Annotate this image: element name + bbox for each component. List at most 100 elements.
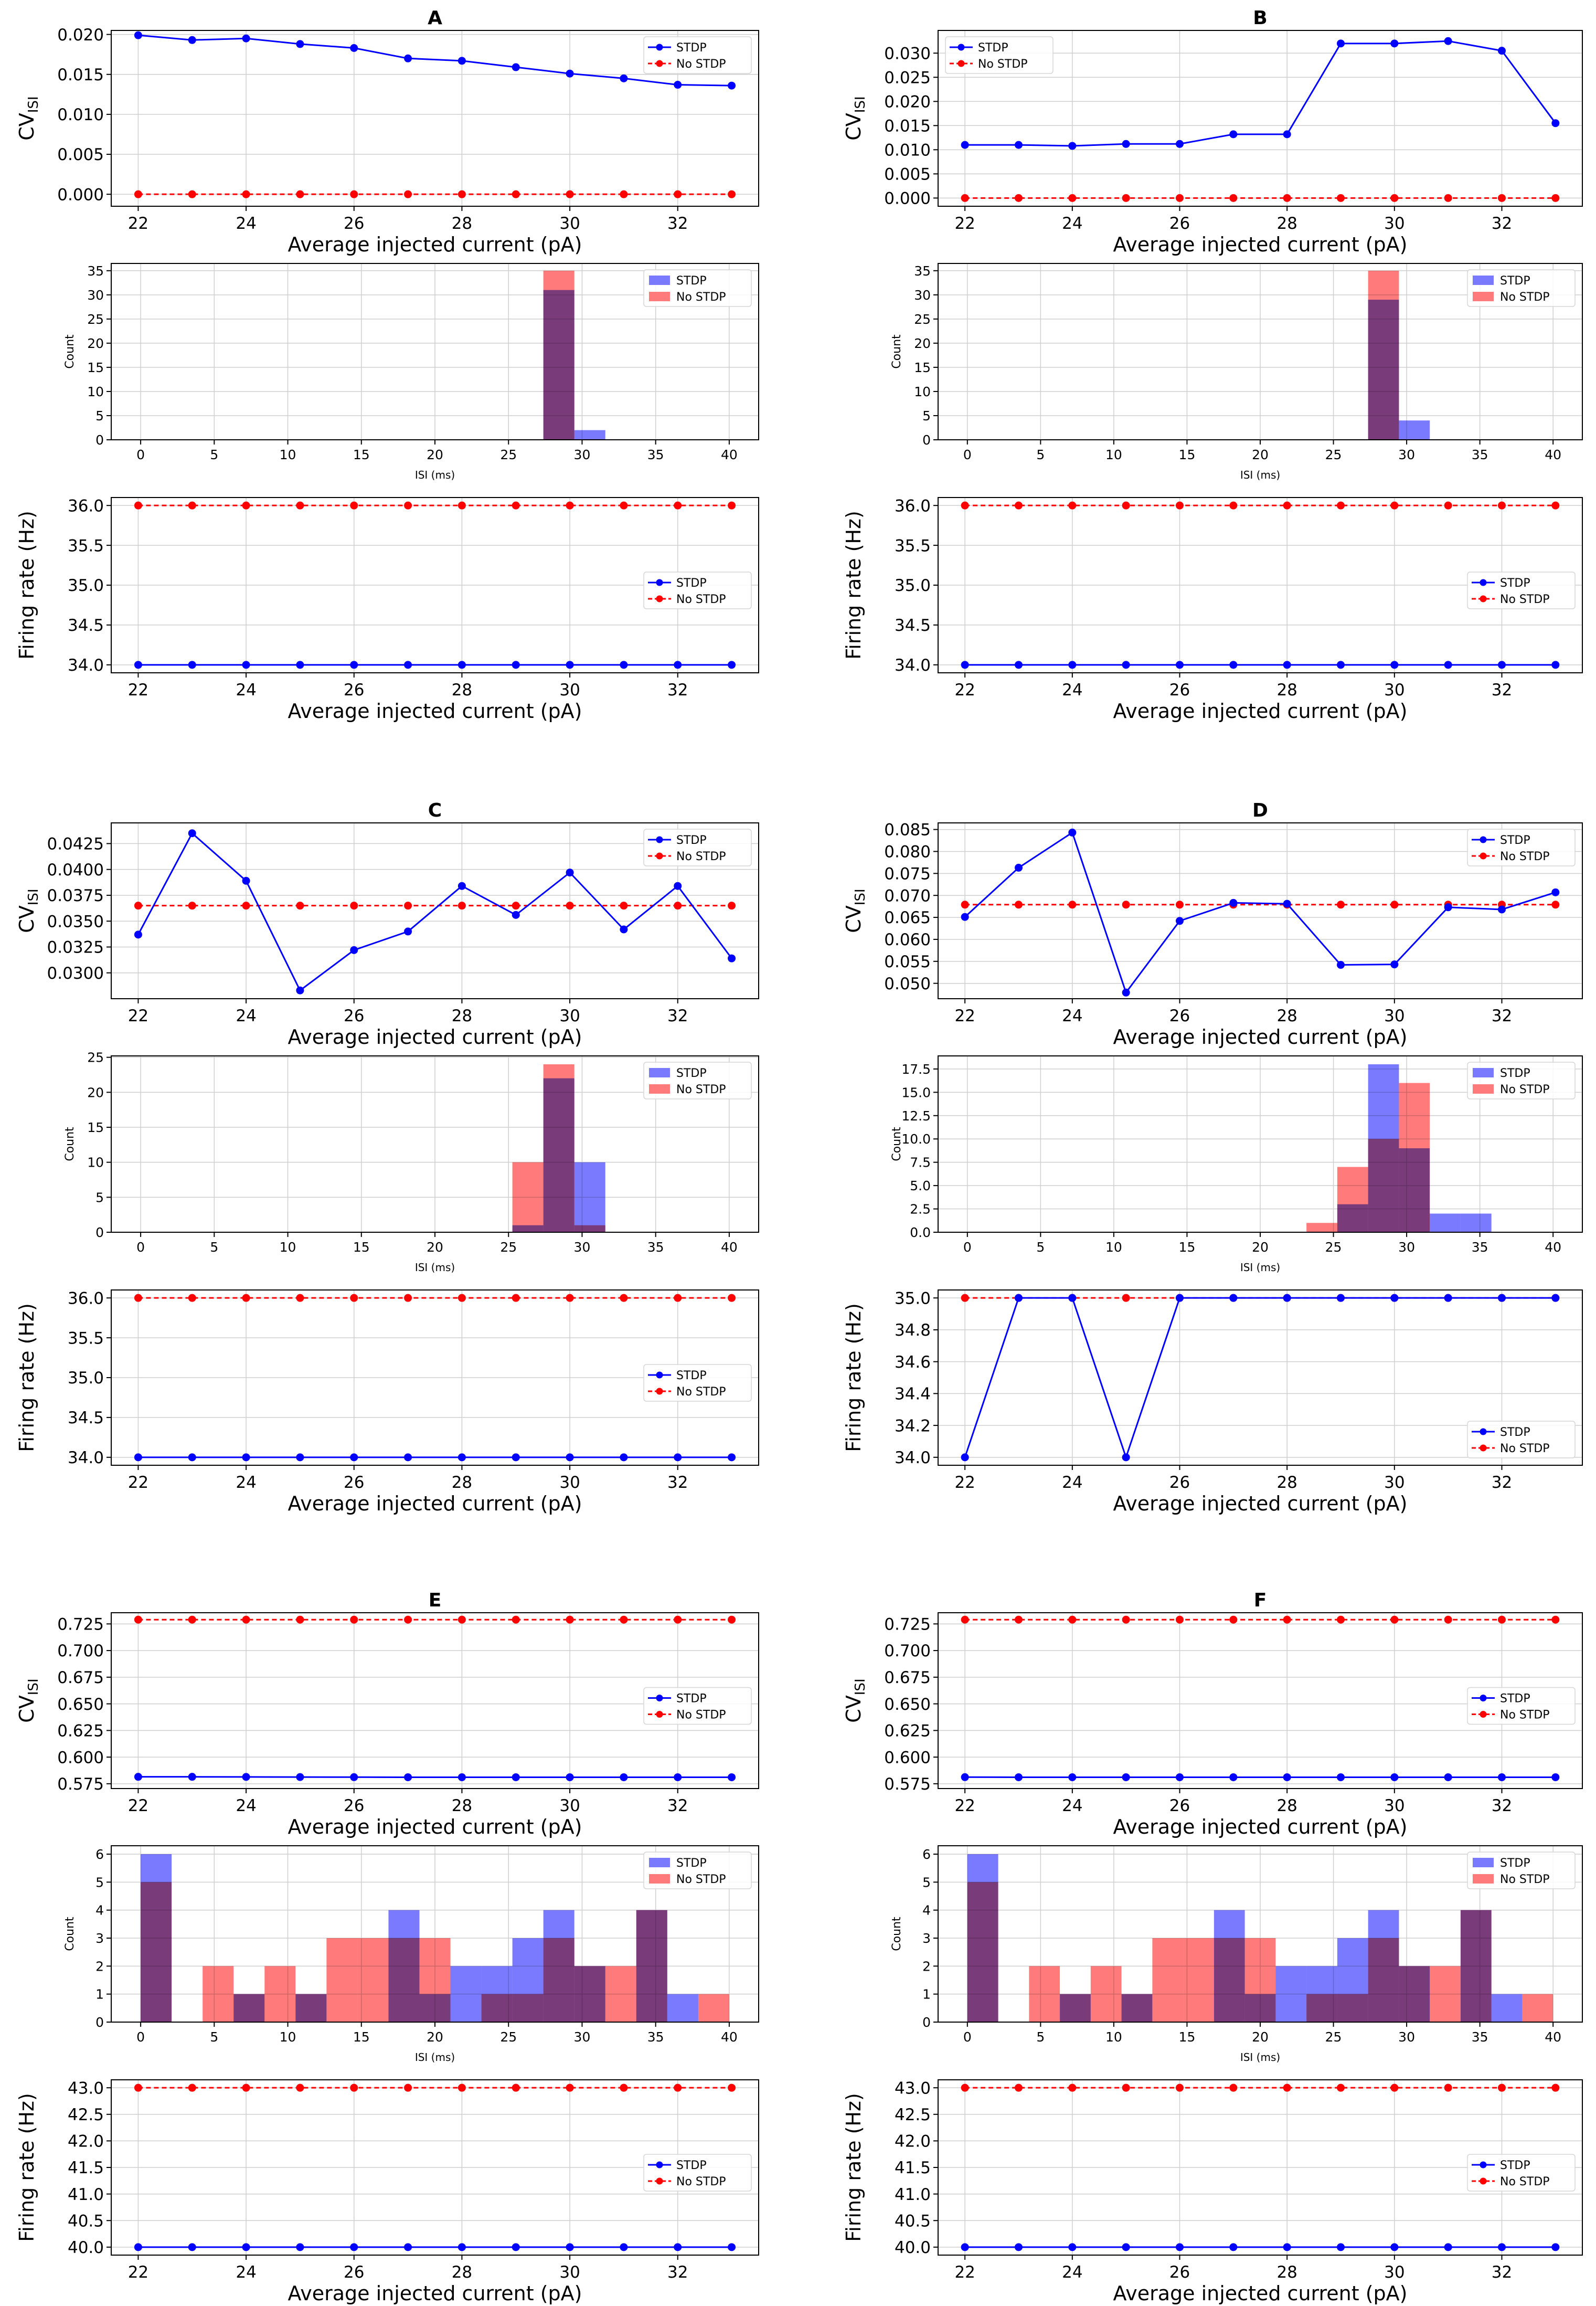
data-point bbox=[1551, 2083, 1560, 2092]
data-point bbox=[1283, 900, 1291, 908]
legend-label: No STDP bbox=[676, 593, 726, 606]
data-point bbox=[620, 661, 628, 669]
data-point bbox=[1444, 2243, 1452, 2251]
hist-bar bbox=[1152, 1938, 1184, 2022]
x-tick-label: 25 bbox=[1325, 1240, 1342, 1255]
data-point bbox=[134, 1773, 142, 1781]
data-point bbox=[457, 2083, 466, 2092]
data-point bbox=[1337, 194, 1345, 202]
data-point bbox=[1229, 1294, 1238, 1302]
y-axis-label: Firing rate (Hz) bbox=[15, 511, 38, 660]
y-axis-label: Count bbox=[63, 1917, 77, 1951]
hist-bar bbox=[1399, 420, 1430, 440]
x-tick-label: 26 bbox=[344, 214, 364, 233]
legend-swatch bbox=[649, 1068, 670, 1077]
y-tick-label: 34.0 bbox=[895, 656, 931, 675]
data-point bbox=[350, 501, 358, 510]
legend: STDP No STDP bbox=[1467, 269, 1576, 307]
data-point bbox=[134, 31, 142, 39]
data-point bbox=[296, 2243, 304, 2251]
series-stdp bbox=[134, 1453, 736, 1462]
data-point bbox=[188, 2083, 196, 2092]
data-point bbox=[404, 1773, 412, 1781]
data-point bbox=[242, 34, 250, 43]
data-point bbox=[1068, 2083, 1077, 2092]
y-tick-label: 17.5 bbox=[901, 1062, 931, 1077]
data-point bbox=[1551, 901, 1560, 909]
chart-f-hist: 0 5 10 15 20 25 30 35 40 0 1 2 3 4 5 6 ISI (ms) Count STDP… bbox=[890, 1845, 1583, 2064]
y-tick-label: 4 bbox=[922, 1903, 931, 1918]
y-tick-label: 34.2 bbox=[895, 1416, 931, 1435]
data-point bbox=[1176, 2083, 1184, 2092]
data-point bbox=[1390, 901, 1399, 909]
y-tick-label: 3 bbox=[922, 1931, 931, 1946]
x-tick-label: 30 bbox=[1398, 447, 1415, 462]
hist-bar bbox=[1306, 1223, 1337, 1232]
x-tick-label: 35 bbox=[647, 2029, 664, 2045]
x-axis-label: Average injected current (pA) bbox=[288, 700, 582, 723]
x-tick-label: 24 bbox=[236, 1473, 256, 1492]
y-tick-label: 34.0 bbox=[895, 1448, 931, 1467]
y-ticks: 0 1 2 3 4 5 6 bbox=[922, 1847, 938, 2030]
legend-marker bbox=[656, 1371, 663, 1379]
data-point bbox=[620, 925, 628, 934]
x-tick-label: 22 bbox=[128, 214, 148, 233]
data-point bbox=[1337, 961, 1345, 969]
y-ticks: 0.000 0.005 0.010 0.015 0.020 bbox=[57, 26, 111, 204]
x-tick-label: 32 bbox=[667, 1796, 688, 1815]
series-nostdp bbox=[134, 1294, 736, 1302]
data-point bbox=[296, 2083, 304, 2092]
y-tick-label: 15 bbox=[87, 1120, 104, 1135]
x-tick-label: 32 bbox=[1492, 1007, 1512, 1025]
series-stdp bbox=[961, 1294, 1560, 1462]
data-point bbox=[620, 501, 628, 510]
y-tick-label: 7.5 bbox=[910, 1155, 931, 1170]
y-tick-label: 35.5 bbox=[895, 536, 931, 555]
series-stdp bbox=[961, 828, 1560, 997]
x-tick-label: 30 bbox=[1398, 1240, 1415, 1255]
y-tick-label: 0.0300 bbox=[47, 964, 104, 983]
x-tick-label: 32 bbox=[667, 681, 688, 700]
data-point bbox=[1498, 905, 1506, 914]
data-point bbox=[404, 190, 412, 198]
legend-label: STDP bbox=[1500, 274, 1530, 288]
hist-bar bbox=[1491, 1994, 1523, 2022]
y-axis-label: CVISI bbox=[842, 888, 868, 933]
legend-marker bbox=[656, 44, 663, 51]
x-tick-label: 28 bbox=[452, 1796, 472, 1815]
hist-bar bbox=[543, 1938, 574, 2022]
data-point bbox=[674, 501, 682, 510]
y-tick-label: 15.0 bbox=[901, 1085, 931, 1100]
x-tick-label: 25 bbox=[500, 447, 517, 462]
panel-title: A bbox=[428, 7, 442, 29]
hist-bar bbox=[388, 1938, 420, 2022]
data-point bbox=[674, 1453, 682, 1462]
x-tick-label: 22 bbox=[954, 1007, 975, 1025]
data-point bbox=[1390, 39, 1399, 48]
data-point bbox=[242, 2083, 250, 2092]
data-point bbox=[296, 40, 304, 48]
data-point bbox=[134, 1615, 142, 1624]
data-point bbox=[1444, 2083, 1452, 2092]
hist-bar bbox=[1029, 1966, 1060, 2022]
legend: STDP No STDP bbox=[945, 36, 1054, 74]
hist-bar bbox=[1368, 1139, 1399, 1232]
data-point bbox=[457, 2243, 466, 2251]
x-tick-label: 32 bbox=[1492, 681, 1512, 700]
y-tick-label: 0.005 bbox=[57, 145, 104, 164]
data-point bbox=[350, 44, 358, 52]
legend-swatch bbox=[649, 1874, 670, 1884]
data-point bbox=[566, 69, 574, 78]
legend-label: STDP bbox=[676, 577, 707, 590]
legend: STDP No STDP bbox=[643, 1687, 752, 1725]
y-tick-label: 42.0 bbox=[68, 2132, 104, 2151]
legend-label: No STDP bbox=[676, 2175, 726, 2188]
data-point bbox=[404, 1294, 412, 1302]
data-point bbox=[1015, 661, 1023, 669]
data-point bbox=[1176, 501, 1184, 510]
y-tick-label: 35.0 bbox=[895, 576, 931, 595]
series-nostdp bbox=[134, 1615, 736, 1624]
hist-bar bbox=[141, 1882, 172, 2022]
data-point bbox=[1122, 2243, 1130, 2251]
y-axis-label: Count bbox=[890, 1127, 903, 1161]
